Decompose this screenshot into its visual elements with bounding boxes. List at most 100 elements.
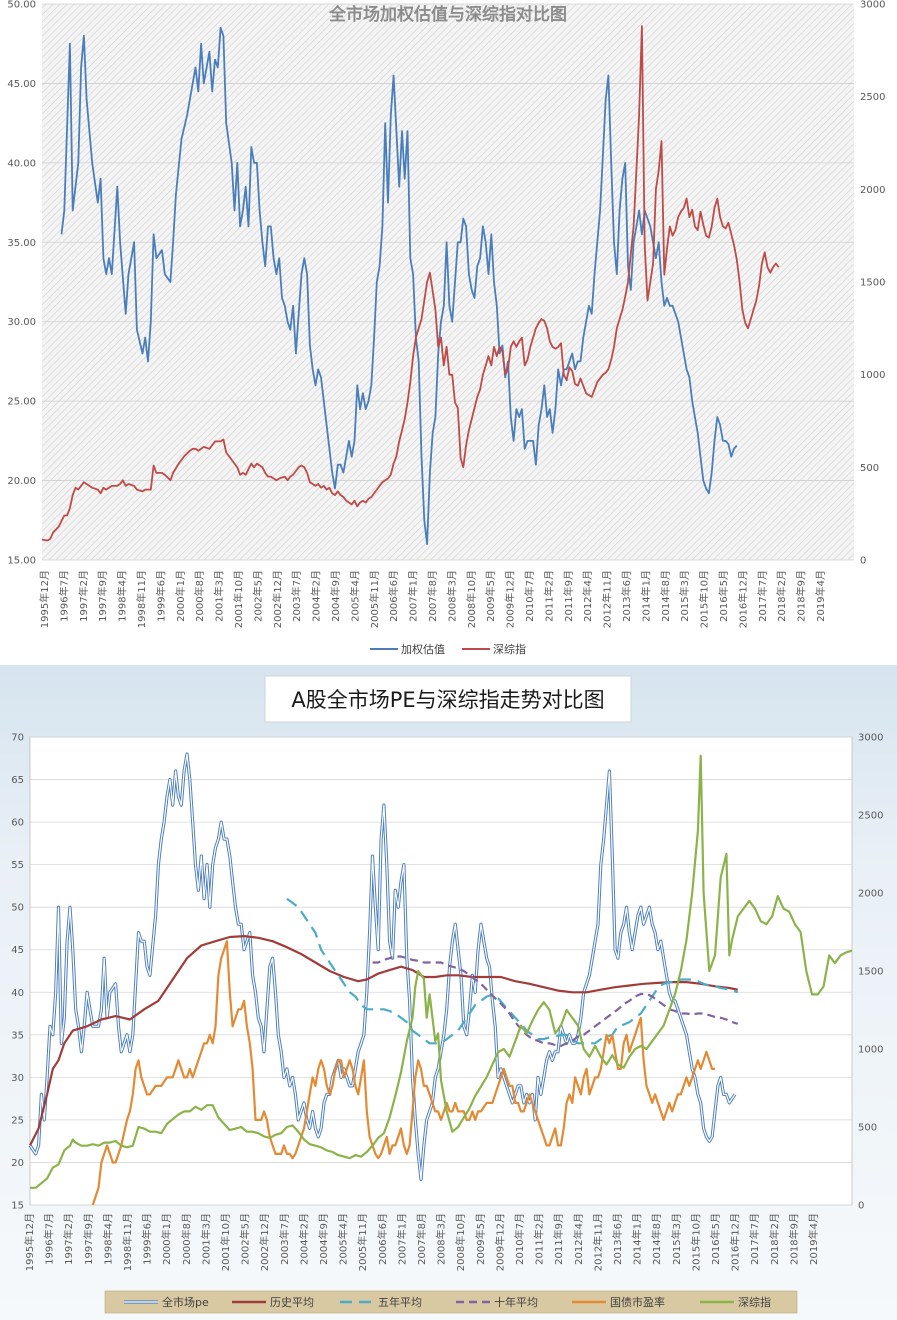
y-left-tick-label: 50.00 <box>7 0 36 11</box>
y-right-tick-label: 3000 <box>858 733 883 744</box>
series-3-line <box>372 955 739 1047</box>
x-tick-label: 2007年8月 <box>415 1213 428 1265</box>
x-tick-label: 2011年2月 <box>542 570 555 622</box>
x-tick-label: 2014年1月 <box>631 1213 644 1265</box>
x-tick-label: 2008年10月 <box>465 570 478 628</box>
y-right-tick-label: 1000 <box>858 1045 883 1056</box>
x-tick-label: 2008年10月 <box>454 1213 467 1271</box>
x-tick-label: 2019年4月 <box>807 1213 820 1265</box>
x-tick-label: 2016年12月 <box>729 1213 742 1271</box>
legend-label-2: 五年平均 <box>378 1295 422 1309</box>
x-tick-label: 1997年9月 <box>82 1213 95 1265</box>
legend-label-0: 全市场pe <box>162 1295 209 1309</box>
y-left-tick-label: 35.00 <box>7 238 36 249</box>
x-tick-label: 2006年6月 <box>387 570 400 622</box>
x-tick-label: 2004年9月 <box>329 570 342 622</box>
series-4-line <box>91 940 715 1206</box>
x-tick-label: 2000年1月 <box>160 1213 173 1265</box>
series-0-line <box>60 26 738 545</box>
legend: 加权估值 深综指 <box>370 642 526 656</box>
x-tick-label: 2005年4月 <box>337 1213 350 1265</box>
x-tick-label: 2003年7月 <box>290 570 303 622</box>
x-tick-label: 2009年5月 <box>474 1213 487 1265</box>
x-tick-label: 2018年2月 <box>768 1213 781 1265</box>
x-tick-label: 1998年11月 <box>121 1213 134 1271</box>
x-tick-label: 2009年12月 <box>504 570 517 628</box>
x-tick-label: 2015年3月 <box>670 1213 683 1265</box>
x-tick-label: 2002年12月 <box>258 1213 271 1271</box>
x-tick-label: 2015年10月 <box>689 1213 702 1271</box>
x-tick-label: 2010年7月 <box>523 570 536 622</box>
x-tick-label: 2017年7月 <box>756 570 769 622</box>
x-tick-label: 2000年1月 <box>174 570 187 622</box>
x-tick-label: 2016年5月 <box>709 1213 722 1265</box>
x-tick-label: 2016年12月 <box>736 570 749 628</box>
x-tick-label: 2012年11月 <box>601 570 614 628</box>
legend-label-1: 历史平均 <box>270 1296 314 1309</box>
x-tick-label: 2010年7月 <box>513 1213 526 1265</box>
y-left-tick-label: 20 <box>11 1158 24 1169</box>
x-tick-label: 2002年12月 <box>271 570 284 628</box>
legend-box <box>104 1290 798 1314</box>
x-tick-label: 2004年9月 <box>317 1213 330 1265</box>
y-left-tick-label: 60 <box>11 818 24 829</box>
chart-pe-vs-szse: A股全市场PE与深综指走势对比图 15 20 25 30 35 40 45 50 55 60 65 7… <box>0 665 897 1320</box>
x-tick-label: 2011年9月 <box>562 570 575 622</box>
x-tick-label: 2014年1月 <box>639 570 652 622</box>
x-tick-label: 2014年8月 <box>650 1213 663 1265</box>
x-tick-label: 2007年1月 <box>395 1213 408 1265</box>
chart-weighted-valuation: 全市场加权估值与深综指对比图 15.00 20.00 25.00 30.00 35.00… <box>7 0 885 656</box>
y-left-tick-label: 20.00 <box>7 476 36 487</box>
x-tick-label: 1997年2月 <box>62 1213 75 1265</box>
x-tick-label: 1997年2月 <box>77 570 90 622</box>
y-left-tick-label: 30.00 <box>7 317 36 328</box>
y-right-tick-label: 500 <box>860 463 879 474</box>
y-right-tick-label: 2000 <box>860 185 885 196</box>
series-2-line <box>286 897 739 1045</box>
x-tick-label: 2005年11月 <box>368 570 381 628</box>
title-box <box>264 675 632 723</box>
chart-title-2: A股全市场PE与深综指走势对比图 <box>291 688 604 712</box>
x-tick-label: 2008年3月 <box>435 1213 448 1265</box>
x-tick-label: 1998年11月 <box>135 570 148 628</box>
y-left-tick-label: 35 <box>11 1030 24 1041</box>
x-tick-label: 2009年12月 <box>493 1213 506 1271</box>
legend-label-5: 深综指 <box>738 1295 771 1309</box>
x-tick-label: 1997年9月 <box>96 570 109 622</box>
chart-title: 全市场加权估值与深综指对比图 <box>328 4 567 25</box>
legend-label-weighted: 加权估值 <box>401 643 445 656</box>
series-1-line <box>41 25 780 542</box>
x-tick-label: 2008年3月 <box>445 570 458 622</box>
x-tick-label: 2007年1月 <box>407 570 420 622</box>
x-tick-label: 2004年2月 <box>297 1213 310 1265</box>
x-tick-label: 2002年5月 <box>239 1213 252 1265</box>
x-tick-label: 2012年11月 <box>591 1213 604 1271</box>
y-right-tick-label: 2500 <box>858 811 883 822</box>
y-right-tick-label: 500 <box>858 1123 877 1134</box>
x-tick-label: 1996年7月 <box>57 570 70 622</box>
x-tick-label: 2000年8月 <box>180 1213 193 1265</box>
x-tick-label: 1999年6月 <box>141 1213 154 1265</box>
x-tick-label: 2013年6月 <box>611 1213 624 1265</box>
x-tick-label: 2001年3月 <box>213 570 226 622</box>
x-tick-label: 2005年4月 <box>348 570 361 622</box>
y-left-tick-label: 15.00 <box>7 556 36 567</box>
y-left-tick-label: 25.00 <box>7 397 36 408</box>
x-tick-label: 2016年5月 <box>717 570 730 622</box>
y-left-tick-label: 70 <box>11 733 24 744</box>
x-tick-label: 2015年3月 <box>678 570 691 622</box>
x-tick-label: 2002年5月 <box>251 570 264 622</box>
y-left-tick-label: 50 <box>11 903 24 914</box>
legend-label-4: 国债市盈率 <box>610 1295 665 1309</box>
y-left-tick-label: 45.00 <box>7 79 36 90</box>
x-tick-label: 2017年7月 <box>748 1213 761 1265</box>
y-right-tick-label: 0 <box>860 556 866 567</box>
x-tick-label: 2001年10月 <box>232 570 245 628</box>
x-tick-label: 2018年9月 <box>795 570 808 622</box>
y-left-tick-label: 15 <box>11 1201 24 1212</box>
x-tick-label: 2012年4月 <box>572 1213 585 1265</box>
y-right-tick-label: 1000 <box>860 370 885 381</box>
x-tick-label: 1995年12月 <box>38 570 51 628</box>
x-tick-label: 2011年2月 <box>533 1213 546 1265</box>
y-left-tick-label: 40.00 <box>7 158 36 169</box>
